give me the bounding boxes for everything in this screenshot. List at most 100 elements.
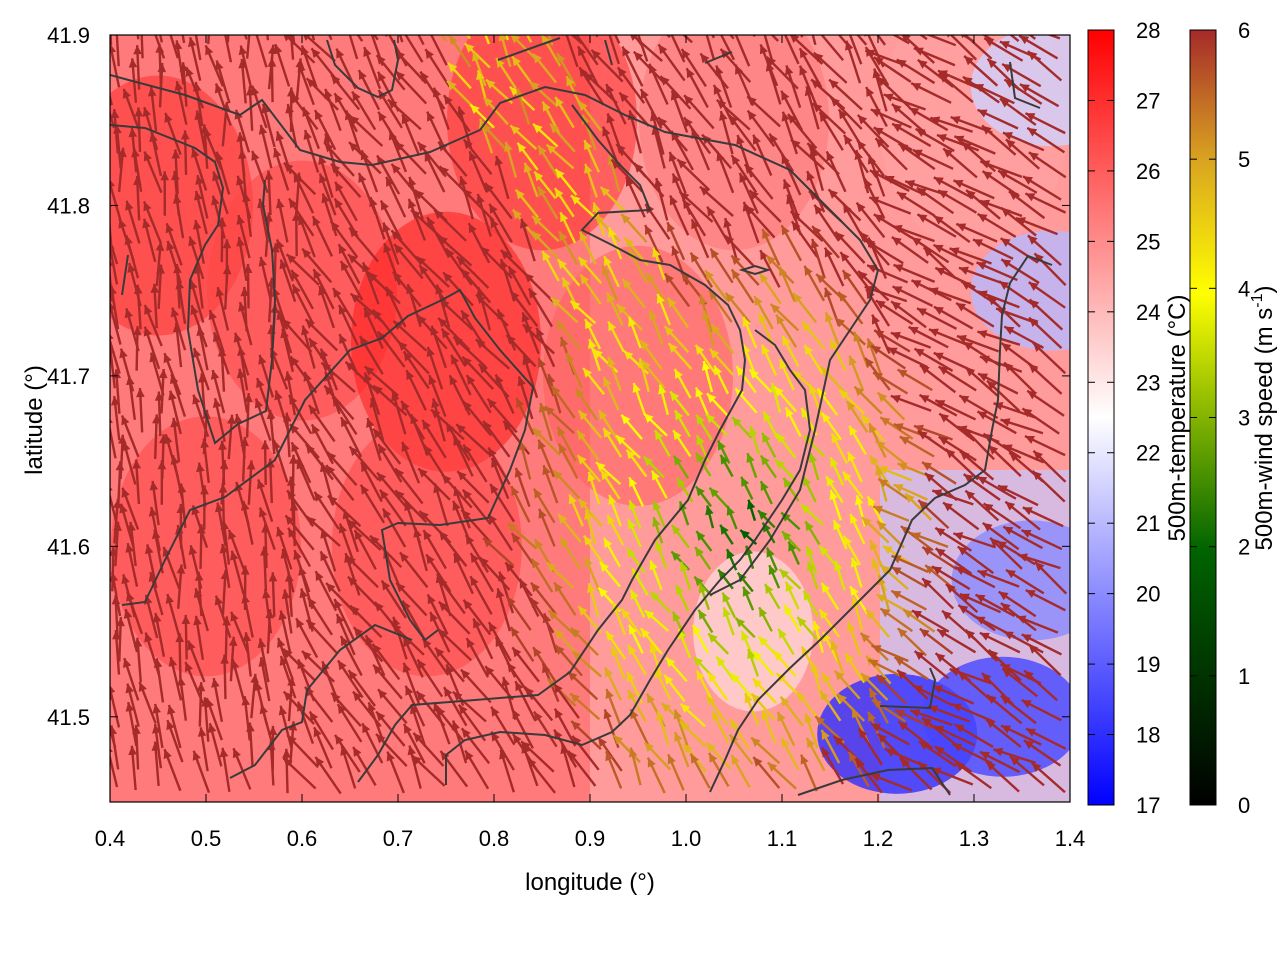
wind-label-superscript: -1 <box>1249 293 1266 307</box>
wind-arrow <box>752 756 781 789</box>
wind-arrow <box>481 123 509 153</box>
wind-arrow <box>552 469 581 499</box>
wind-arrow <box>804 712 819 748</box>
wind-arrow <box>194 35 202 61</box>
wind-arrow <box>499 749 515 793</box>
wind-arrow <box>830 432 849 464</box>
wind-arrow <box>669 390 690 417</box>
wind-arrow <box>891 236 929 264</box>
wind-arrow <box>557 443 579 480</box>
wind-arrow <box>287 527 312 568</box>
wind-arrow <box>944 448 979 481</box>
wind-arrow <box>759 249 781 288</box>
wind-arrow <box>670 524 690 549</box>
contour-line <box>797 766 951 796</box>
wind-arrow <box>961 140 997 173</box>
wind-arrow <box>801 321 826 350</box>
wind-arrow <box>627 518 643 548</box>
wind-arrow <box>1015 216 1058 236</box>
wind-arrow <box>122 88 141 131</box>
wind-arrow <box>913 47 956 67</box>
wind-arrow <box>193 587 209 632</box>
wind-arrow <box>938 72 974 104</box>
wind-arrow <box>116 617 125 662</box>
wind-arrow <box>762 411 779 440</box>
wind-arrow <box>786 113 818 150</box>
temperature-colorbar-tick-label: 20 <box>1136 582 1160 607</box>
wind-arrow <box>511 55 534 87</box>
wind-arrow <box>730 672 753 698</box>
wind-arrow <box>314 570 338 612</box>
wind-arrow <box>240 436 249 482</box>
wind-arrow <box>875 299 914 326</box>
wind-arrow <box>933 305 974 330</box>
wind-arrow <box>883 93 926 111</box>
wind-arrow <box>366 417 382 461</box>
wind-arrow <box>648 63 669 105</box>
wind-arrow <box>344 360 379 394</box>
wind-arrow <box>281 317 313 353</box>
wind-arrow <box>946 35 978 61</box>
wind-arrow <box>954 565 996 589</box>
wind-arrow <box>387 98 422 131</box>
wind-arrow <box>443 686 468 727</box>
wind-arrow <box>746 452 758 479</box>
wind-arrow <box>196 524 206 569</box>
wind-arrow <box>610 158 644 193</box>
wind-arrow <box>476 193 492 237</box>
wind-arrow <box>1028 281 1066 309</box>
wind-arrow <box>289 35 295 60</box>
wind-arrow <box>853 331 870 369</box>
wind-arrow <box>918 740 957 768</box>
wind-arrow <box>982 521 1020 551</box>
wind-arrow <box>785 64 802 109</box>
wind-arrow <box>250 85 268 129</box>
wind-arrow <box>509 290 539 328</box>
wind-arrow <box>752 650 775 677</box>
wind-arrow <box>363 46 382 90</box>
wind-arrow <box>646 757 666 794</box>
wind-arrow <box>152 414 161 459</box>
wind-arrow <box>600 469 621 500</box>
wind-arrow <box>929 116 974 133</box>
wind-arrow <box>1027 50 1063 82</box>
wind-arrow <box>707 671 729 701</box>
wind-arrow <box>730 268 755 304</box>
wind-arrow <box>671 611 687 638</box>
wind-arrow <box>215 60 231 104</box>
wind-arrow <box>890 566 928 589</box>
wind-arrow <box>484 182 513 220</box>
wind-arrow <box>193 190 208 235</box>
wind-arrow <box>1009 35 1020 43</box>
wind-arrow <box>864 46 890 87</box>
wind-arrow <box>169 35 179 59</box>
wind-arrow <box>933 724 976 747</box>
wind-arrow <box>511 708 534 749</box>
wind-arrow <box>876 391 906 421</box>
wind-arrow <box>850 557 863 588</box>
wind-arrow <box>780 737 800 771</box>
wind-arrow <box>758 272 782 305</box>
wind-arrow <box>583 71 618 105</box>
wind-arrow <box>380 579 407 619</box>
wind-arrow <box>1032 449 1067 483</box>
wind-arrow <box>603 666 623 701</box>
x-tick-label: 0.9 <box>575 826 606 851</box>
wind-arrow <box>398 551 429 589</box>
wind-arrow <box>280 548 295 593</box>
wind-arrow <box>301 325 316 369</box>
wind-arrow <box>961 35 993 60</box>
wind-arrow <box>402 723 426 764</box>
wind-arrow <box>790 138 825 171</box>
wind-arrow <box>697 609 714 634</box>
wind-arrow <box>757 509 776 529</box>
wind-arrow <box>765 61 782 105</box>
wind-arrow <box>348 445 380 481</box>
wind-arrow <box>953 532 997 549</box>
wind-arrow <box>986 379 1021 412</box>
contour-line <box>704 51 733 64</box>
wind-arrow <box>760 344 778 376</box>
wind-arrow <box>1021 407 1060 435</box>
wind-arrow <box>742 316 758 349</box>
wind-arrow <box>1024 434 1066 457</box>
